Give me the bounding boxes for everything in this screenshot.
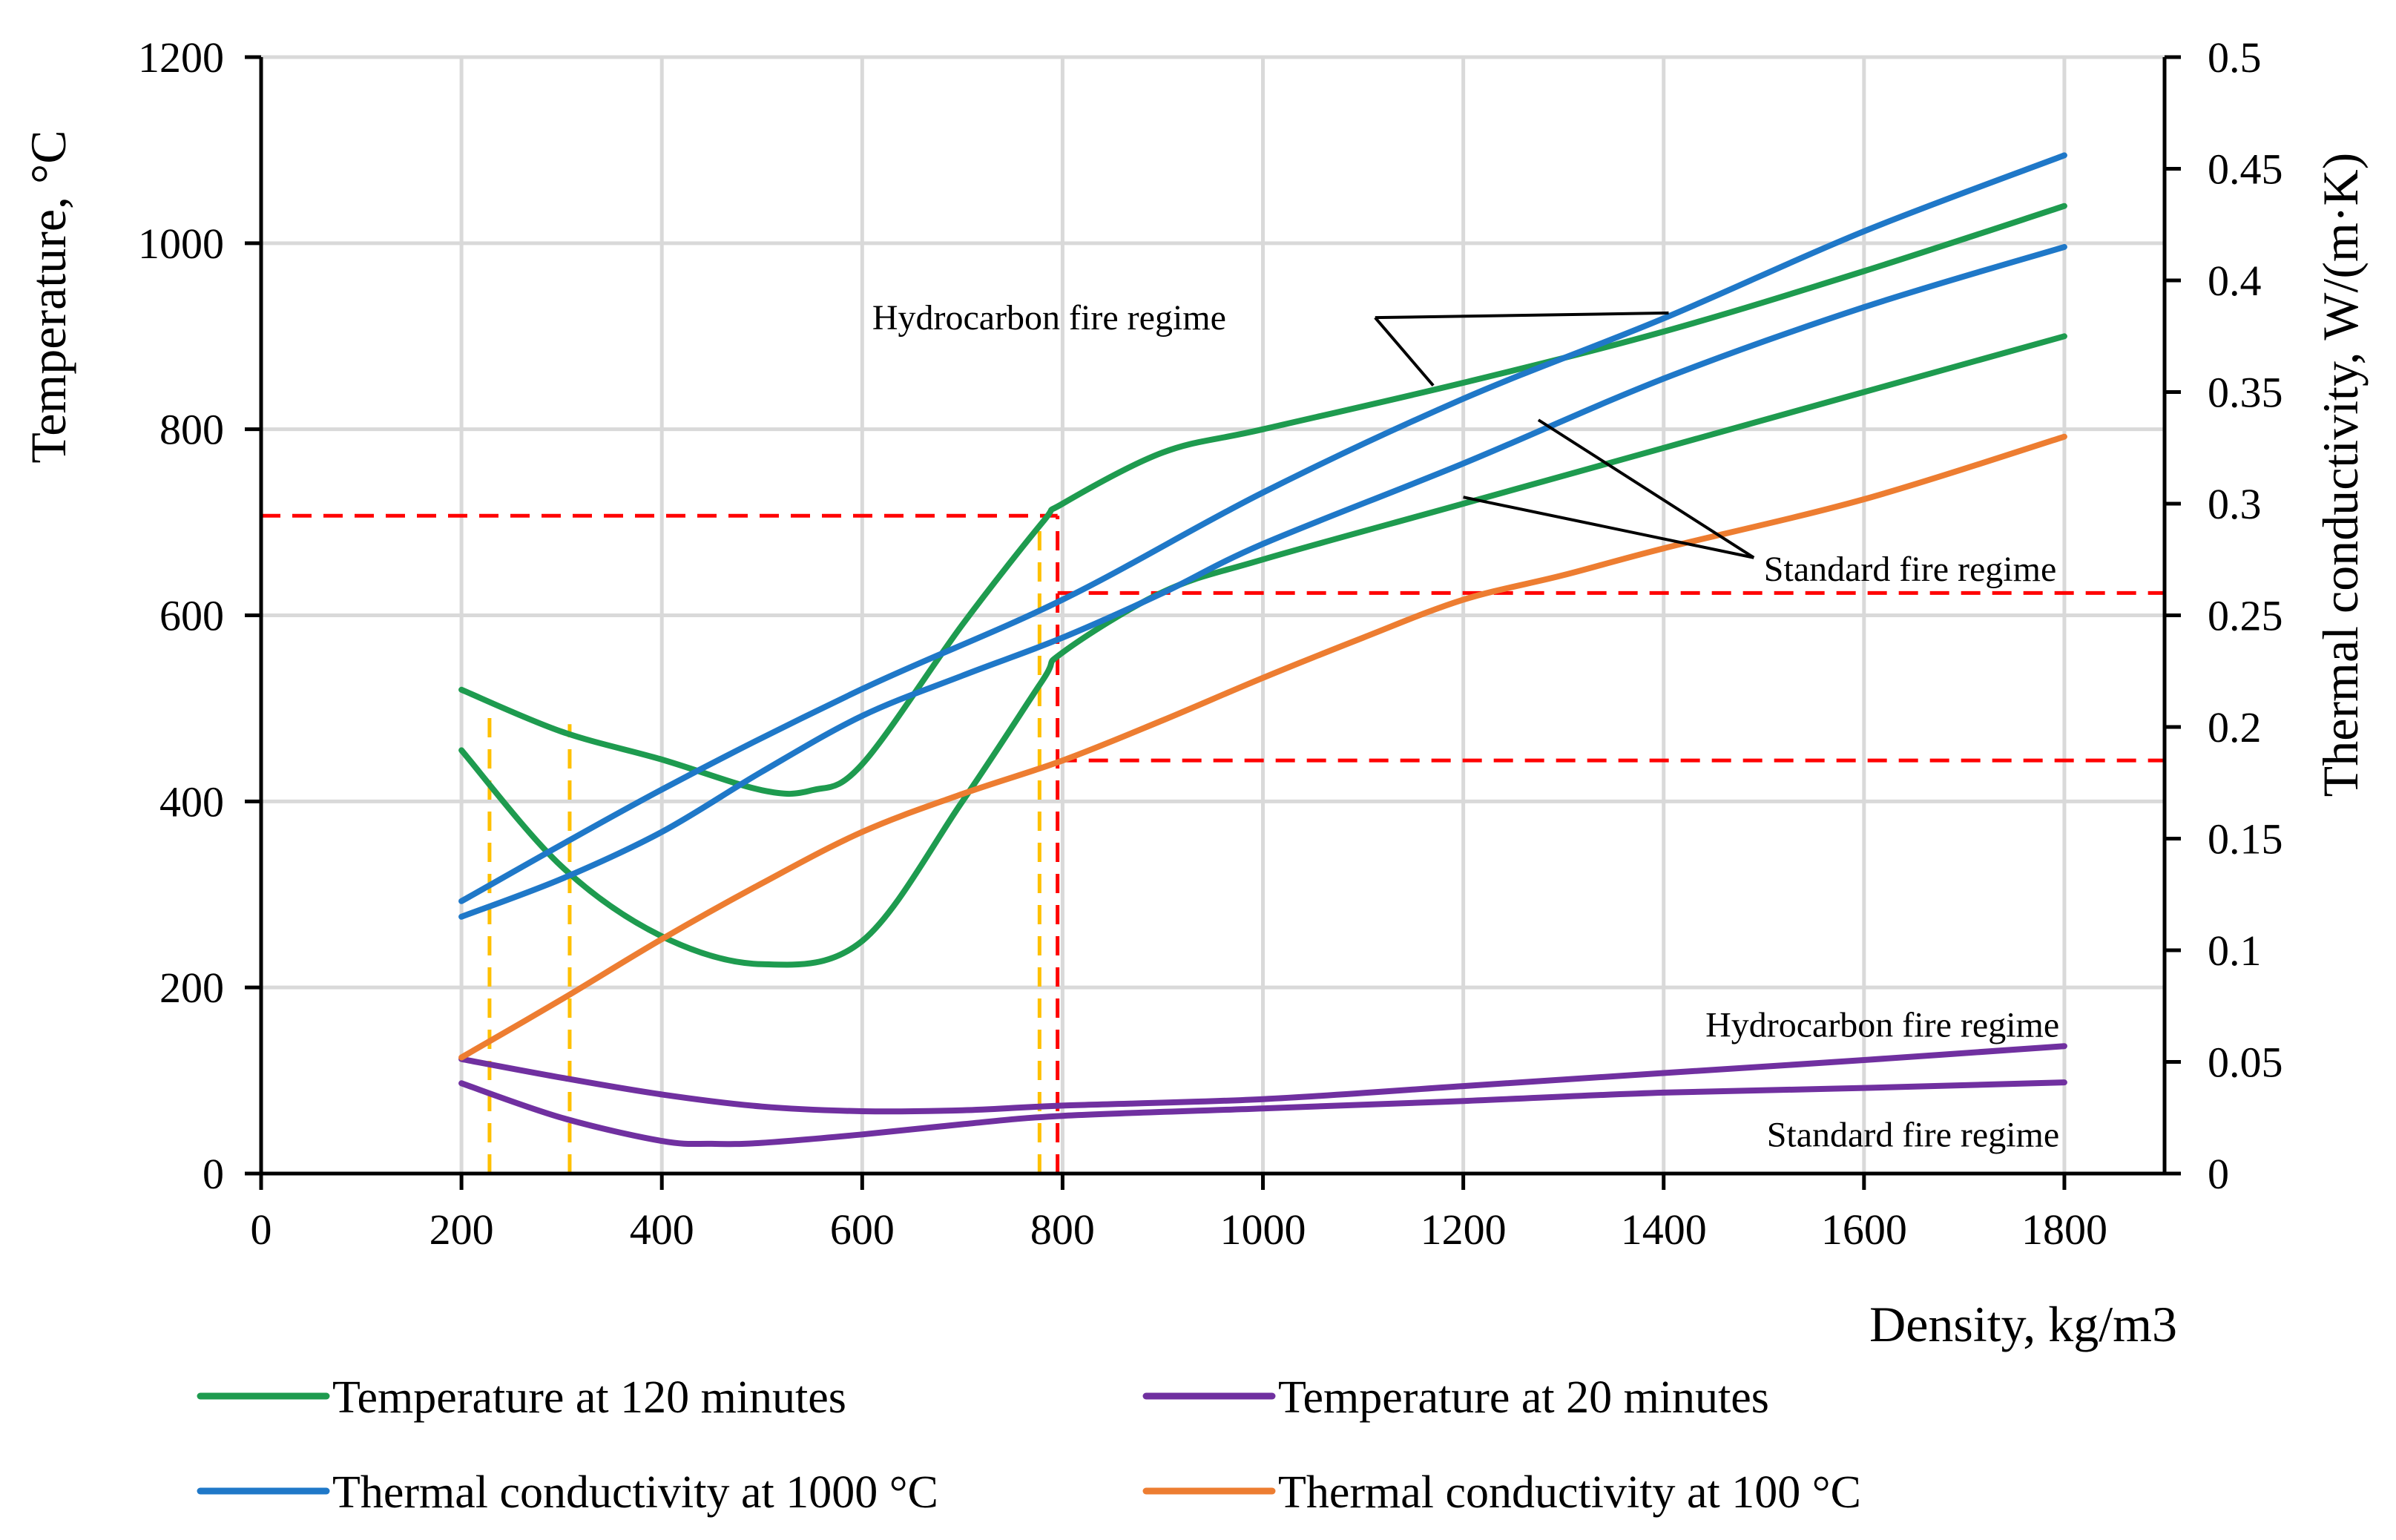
y2-tick-label: 0.45 xyxy=(2208,145,2283,194)
x-tick-label: 200 xyxy=(429,1205,494,1254)
y2-tick-label: 0.3 xyxy=(2208,480,2262,528)
annotation-label: Hydrocarbon fire regime xyxy=(872,298,1226,338)
annotation-label: Standard fire regime xyxy=(1767,1115,2060,1154)
y2-tick-label: 0.35 xyxy=(2208,369,2283,417)
annotation-pointer xyxy=(1463,496,1754,559)
x-tick-label: 0 xyxy=(251,1205,272,1254)
series-line-temp120 xyxy=(458,333,2067,968)
annotation-pointer xyxy=(1375,311,1669,320)
series-lines xyxy=(458,152,2067,1148)
annotation-pointer xyxy=(1374,316,1435,387)
x-tick-label: 600 xyxy=(830,1205,895,1254)
y-tick-label: 600 xyxy=(159,592,224,640)
x-tick-label: 400 xyxy=(630,1205,694,1254)
series-line-tc1000 xyxy=(458,152,2067,904)
x-tick-label: 1400 xyxy=(1621,1205,1707,1254)
series-line-temp120 xyxy=(458,203,2067,797)
annotations: Hydrocarbon fire regime Standard fire reg… xyxy=(872,298,2059,1154)
x-tick-label: 800 xyxy=(1030,1205,1095,1254)
x-axis-title: Density, kg/m3 xyxy=(1869,1296,2177,1352)
axes xyxy=(245,55,2181,1190)
y2-tick-label: 0.1 xyxy=(2208,927,2262,975)
y2-tick-label: 0.4 xyxy=(2208,257,2262,305)
annotation-label: Standard fire regime xyxy=(1764,550,2057,589)
series-line-tc1000 xyxy=(458,243,2067,920)
y-tick-label: 0 xyxy=(203,1150,224,1198)
annotation-label: Hydrocarbon fire regime xyxy=(1705,1005,2059,1044)
y-tick-label: 200 xyxy=(159,964,224,1012)
y2-axis-title: Thermal conductivity, W/(m·K) xyxy=(2312,153,2369,797)
legend-label: Temperature at 120 minutes xyxy=(332,1372,846,1423)
x-tick-label: 1000 xyxy=(1220,1205,1306,1254)
y2-tick-label: 0.5 xyxy=(2208,33,2262,82)
legend-label: Thermal conductivity at 100 °C xyxy=(1278,1467,1861,1518)
annotation-pointer xyxy=(1537,418,1755,559)
series-line-temp20 xyxy=(458,1079,2067,1148)
x-tick-label: 1200 xyxy=(1421,1205,1507,1254)
y2-tick-label: 0.05 xyxy=(2208,1039,2283,1087)
y-tick-label: 1000 xyxy=(138,220,224,268)
series-line-tc100 xyxy=(458,433,2067,1061)
y-tick-label: 1200 xyxy=(138,33,224,82)
x-tick-label: 1600 xyxy=(1821,1205,1907,1254)
y2-tick-label: 0.15 xyxy=(2208,815,2283,863)
legend-label: Temperature at 20 minutes xyxy=(1278,1372,1769,1423)
tick-labels: 0 200 400 600 800 1000 1200 1400 1600 1800 0 200 400… xyxy=(138,33,2283,1254)
y2-tick-label: 0 xyxy=(2208,1150,2229,1198)
y2-tick-label: 0.2 xyxy=(2208,703,2262,751)
y-axis-title: Temperature, °C xyxy=(20,130,76,463)
legend-label: Thermal conductivity at 1000 °C xyxy=(332,1467,938,1518)
y-tick-label: 400 xyxy=(159,777,224,826)
y2-tick-label: 0.25 xyxy=(2208,592,2283,640)
legend: Temperature at 120 minutes Temperature at… xyxy=(197,1372,1861,1518)
series-line-temp20 xyxy=(458,1043,2067,1115)
y-tick-label: 800 xyxy=(159,406,224,454)
grid xyxy=(261,55,2165,1174)
x-tick-label: 1800 xyxy=(2021,1205,2107,1254)
